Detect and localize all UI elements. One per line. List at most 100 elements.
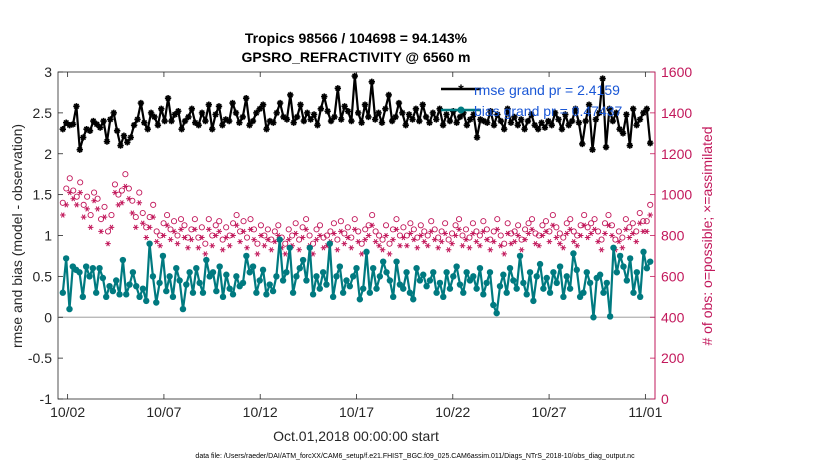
rmse-point <box>585 101 593 108</box>
y-left-tick-label: 3 <box>44 64 52 80</box>
bias-point <box>416 277 424 284</box>
obs-assimilated-point <box>643 228 650 235</box>
rmse-point <box>534 126 542 133</box>
rmse-point <box>467 116 474 123</box>
bias-point <box>86 273 93 280</box>
obs-possible-point <box>504 220 511 227</box>
obs-assimilated-point <box>60 212 66 218</box>
obs-possible-point <box>212 222 219 229</box>
obs-possible-point <box>247 216 254 223</box>
rmse-point <box>473 134 481 141</box>
obs-possible-point <box>442 220 449 227</box>
obs-possible-point <box>452 222 459 229</box>
bias-point <box>400 285 407 292</box>
obs-assimilated-point <box>581 222 587 228</box>
rmse-point <box>331 113 338 121</box>
bias-point <box>89 265 97 272</box>
bias-point <box>643 265 651 272</box>
rmse-point <box>613 109 620 117</box>
rmse-point <box>232 109 240 117</box>
rmse-point <box>314 121 321 129</box>
obs-possible-point <box>254 240 261 247</box>
obs-possible-point <box>615 228 622 235</box>
obs-possible-point <box>643 218 650 225</box>
bias-point <box>540 285 547 292</box>
obs-assimilated-point <box>348 245 355 251</box>
obs-possible-point <box>581 212 588 219</box>
obs-assimilated-point <box>160 232 167 239</box>
obs-possible-point <box>84 193 91 200</box>
obs-assimilated-point <box>376 243 382 249</box>
rmse-point <box>96 124 104 131</box>
y-left-tick-label: -1 <box>40 391 53 407</box>
rmse-point <box>538 119 545 126</box>
obs-assimilated-point <box>570 238 577 245</box>
bias-point <box>420 271 427 278</box>
bias-point <box>523 291 530 298</box>
obs-assimilated-point <box>94 206 101 212</box>
obs-assimilated-point <box>122 183 129 190</box>
obs-assimilated-point <box>272 238 278 245</box>
obs-assimilated-point <box>536 243 542 249</box>
rmse-point <box>388 117 396 125</box>
bias-point <box>620 263 627 270</box>
bias-point <box>323 281 330 288</box>
obs-assimilated-point <box>584 234 591 241</box>
obs-assimilated-point <box>428 228 435 235</box>
bias-point <box>633 269 641 276</box>
obs-assimilated-point <box>369 222 375 228</box>
obs-assimilated-series <box>60 183 653 257</box>
rmse-point <box>79 134 87 141</box>
obs-assimilated-point <box>397 243 403 249</box>
rmse-point <box>164 94 172 102</box>
obs-assimilated-point <box>463 236 469 243</box>
rmse-point <box>429 109 437 117</box>
rmse-point <box>507 119 515 126</box>
rmse-point <box>222 116 229 123</box>
rmse-point <box>490 121 498 129</box>
bias-point <box>626 255 634 262</box>
rmse-point <box>392 113 399 121</box>
bias-point <box>92 289 100 296</box>
obs-possible-point <box>588 220 595 227</box>
obs-possible-point <box>243 234 251 241</box>
obs-possible-point <box>511 228 518 235</box>
obs-assimilated-point <box>518 247 525 253</box>
bias-point <box>279 277 287 284</box>
rmse-point <box>371 116 379 123</box>
bias-point <box>186 269 193 276</box>
bias-point <box>583 269 590 276</box>
y-axis-label-right: # of obs: o=possible; ×=assimilated <box>699 126 715 345</box>
rmse-point <box>195 121 202 129</box>
bias-point <box>556 263 564 270</box>
obs-assimilated-point <box>407 230 414 237</box>
bias-point <box>326 240 334 247</box>
rmse-point <box>636 116 644 123</box>
obs-assimilated-point <box>70 196 77 202</box>
rmse-point <box>497 117 504 125</box>
rmse-point <box>263 126 270 133</box>
bias-point <box>410 296 417 303</box>
bias-point <box>600 289 607 296</box>
obs-assimilated-point <box>303 226 309 233</box>
obs-assimilated-point <box>466 245 473 251</box>
obs-assimilated-point <box>292 230 299 237</box>
obs-possible-point <box>170 218 178 225</box>
rmse-point <box>181 117 189 125</box>
rmse-point <box>494 111 501 118</box>
obs-assimilated-point <box>195 245 202 251</box>
y-right-tick-label: 1400 <box>661 105 692 121</box>
obs-possible-point <box>108 212 115 219</box>
rmse-point <box>178 126 185 133</box>
obs-assimilated-point <box>504 230 511 237</box>
bias-point <box>533 273 540 280</box>
obs-assimilated-point <box>98 228 104 235</box>
rmse-point <box>470 111 477 118</box>
obs-assimilated-point <box>560 245 567 251</box>
rmse-point <box>63 119 70 126</box>
bias-point <box>560 293 567 301</box>
rmse-point <box>219 121 226 129</box>
obs-assimilated-point <box>494 226 501 233</box>
rmse-point <box>253 109 260 117</box>
bias-point <box>289 289 297 296</box>
